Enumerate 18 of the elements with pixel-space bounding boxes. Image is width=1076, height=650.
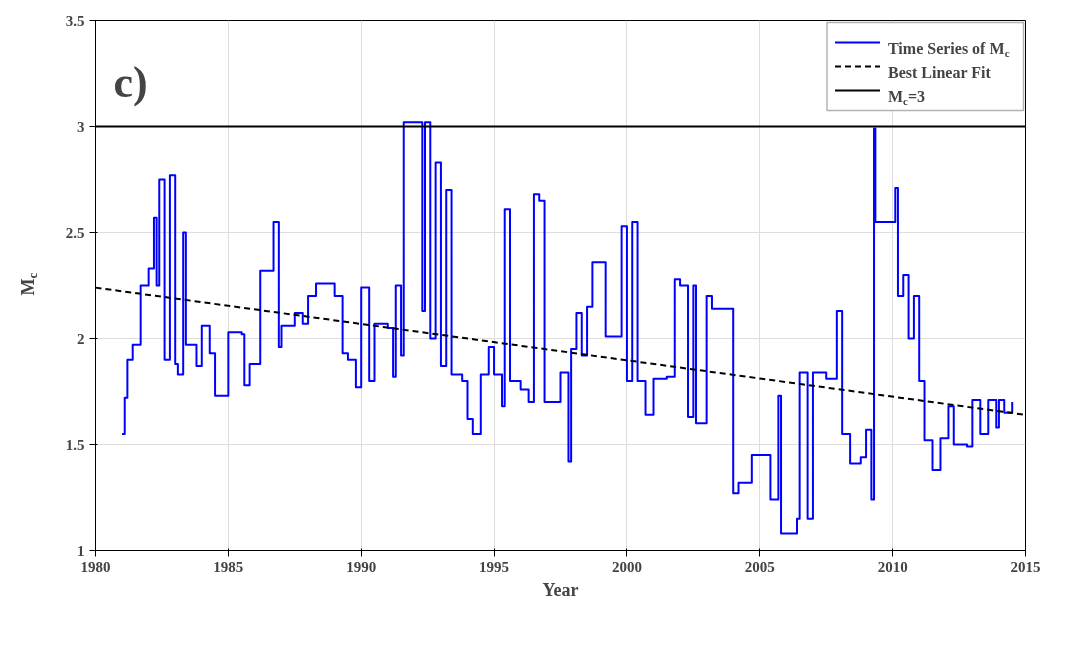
legend-label: Best Linear Fit	[887, 64, 992, 81]
y-tick-label: 1	[77, 542, 85, 559]
y-tick-label: 2.5	[65, 224, 85, 241]
x-axis-title: Year	[542, 579, 579, 600]
x-tick-label: 2010	[877, 558, 908, 575]
y-tick-label: 2	[77, 330, 85, 347]
x-tick-label: 2000	[611, 558, 642, 575]
x-tick-label: 1995	[479, 558, 510, 575]
x-tick-label: 2005	[744, 558, 775, 575]
x-tick-label: 2015	[1010, 558, 1041, 575]
annotation: c)	[113, 58, 148, 107]
y-tick-label: 1.5	[65, 436, 85, 453]
y-axis-title: Mc	[17, 272, 40, 296]
y-tick-label: 3	[77, 118, 85, 135]
x-tick-label: 1985	[213, 558, 244, 575]
x-tick-label: 1980	[80, 558, 111, 575]
y-tick-label: 3.5	[65, 12, 85, 29]
x-tick-label: 1990	[346, 558, 377, 575]
